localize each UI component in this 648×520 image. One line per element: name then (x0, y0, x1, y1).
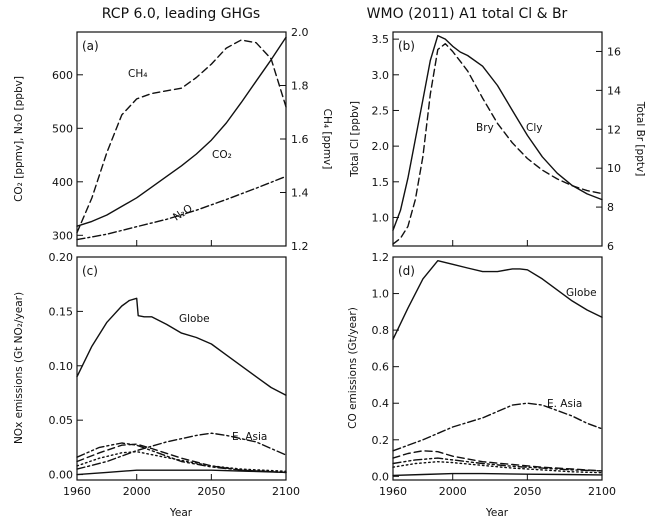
panel-d-x-axis-label: Year (485, 507, 509, 519)
panel-b-ytick-right-label: 10 (607, 162, 621, 175)
panel-c-y-axis-label: NOx emissions (Gt NO₂/year) (13, 292, 25, 444)
panel-c-xtick-label: 2100 (272, 485, 300, 498)
panel-a-line-co2 (77, 37, 286, 226)
panel-c-ytick-label: 0.15 (49, 305, 74, 318)
panel-a-ytick-label: 500 (52, 122, 73, 135)
annotation-co2: CO₂ (212, 149, 232, 161)
panel-a-line-ch4 (77, 40, 286, 233)
panel-d-ytick-label: 1.2 (372, 251, 390, 264)
panel-d-ytick-label: 0.8 (372, 324, 390, 337)
panel-c-line-series-3 (77, 444, 286, 472)
panel-b: (b) 1.0 1.5 2.0 2.5 3.0 3.5 6 8 10 12 14 16 Bry Cl… (349, 32, 646, 253)
panel-b-ytick-right-label: 12 (607, 123, 621, 136)
annotation-cly: Cly (526, 122, 542, 134)
panel-d-xtick-label: 2050 (513, 485, 541, 498)
panel-d-xtick-label: 1960 (379, 485, 407, 498)
panel-c-xtick-label: 1960 (63, 485, 91, 498)
panel-a-ytick-right-label: 1.4 (291, 187, 309, 200)
panel-c-y-ticks: 0.00 0.05 0.10 0.15 0.20 (49, 251, 84, 482)
panel-b-ytick-label: 1.5 (372, 176, 390, 189)
panel-d-ytick-label: 0.2 (372, 434, 390, 447)
annotation-east-asia-c: E. Asia (232, 431, 267, 443)
panel-b-line-bry (393, 44, 602, 244)
panel-b-y-ticks: 1.0 1.5 2.0 2.5 3.0 3.5 (372, 33, 400, 224)
panel-a-ytick-right-label: 1.6 (291, 133, 309, 146)
panel-a-label: (a) (82, 39, 99, 53)
annotation-bry: Bry (476, 122, 494, 134)
panel-c-label: (c) (82, 264, 98, 278)
panel-b-ytick-label: 2.0 (372, 140, 390, 153)
panel-c-ytick-label: 0.20 (49, 251, 74, 264)
panel-a: (a) 300 400 500 600 1.2 1.4 1.6 1.8 2.0 CH₄ CO₂… (13, 26, 333, 253)
panel-a-ytick-label: 400 (52, 176, 73, 189)
panel-d-ytick-label: 0.0 (372, 470, 390, 483)
panel-b-x-ticks (393, 240, 602, 246)
annotation-globe-d: Globe (566, 287, 597, 299)
panel-b-ytick-label: 1.0 (372, 211, 390, 224)
panel-d-ytick-label: 1.0 (372, 288, 390, 301)
panel-b-ytick-right-label: 8 (607, 201, 614, 214)
panel-a-y-axis-label: CO₂ [ppmv], N₂O [ppbv] (13, 76, 25, 202)
annotation-globe-c: Globe (179, 313, 210, 325)
panel-c-ytick-label: 0.00 (49, 469, 74, 482)
panel-c-ytick-label: 0.05 (49, 414, 74, 427)
panel-d-xtick-label: 2100 (588, 485, 616, 498)
panel-d-y-axis-label: CO emissions (Gt/year) (347, 307, 359, 429)
panel-c-frame (77, 257, 286, 480)
panel-d-line-series-5 (393, 462, 602, 473)
panel-b-ytick-right-label: 6 (607, 240, 614, 253)
panel-b-ytick-label: 3.5 (372, 33, 390, 46)
panel-d: (d) 0.0 0.2 0.4 0.6 0.8 1.0 1.2 1960 2000 2050 21… (347, 251, 616, 519)
panel-b-label: (b) (398, 39, 415, 53)
panel-b-ytick-label: 3.0 (372, 69, 390, 82)
panel-d-x-ticks: 1960 2000 2050 2100 (379, 474, 616, 498)
panel-d-xtick-label: 2000 (439, 485, 467, 498)
panel-a-x-ticks (77, 240, 286, 246)
panel-b-ytick-label: 2.5 (372, 104, 390, 117)
panel-d-line-series-3 (393, 451, 602, 471)
annotation-east-asia-d: E. Asia (547, 398, 582, 410)
panel-a-ytick-right-label: 1.2 (291, 240, 309, 253)
annotation-ch4: CH₄ (128, 68, 147, 80)
panel-d-label: (d) (398, 264, 415, 278)
panel-b-ytick-right-label: 16 (607, 45, 621, 58)
panel-c-line-series-4 (77, 443, 286, 472)
panel-d-line-e-asia (393, 403, 602, 451)
panel-a-y-ticks: 300 400 500 600 (52, 69, 83, 243)
panel-d-line-series-6 (393, 474, 602, 476)
panel-b-y-ticks-right: 6 8 10 12 14 16 (596, 45, 621, 253)
annotation-n2o: N₂O (171, 202, 195, 223)
panel-a-title: RCP 6.0, leading GHGs (102, 6, 260, 22)
panel-d-ytick-label: 0.4 (372, 397, 390, 410)
panel-b-ytick-right-label: 14 (607, 84, 621, 97)
panel-c-x-ticks: 1960 2000 2050 2100 (63, 474, 300, 498)
panel-a-ytick-label: 300 (52, 229, 73, 242)
panel-b-line-cly (393, 36, 602, 231)
panel-c-xtick-label: 2000 (123, 485, 151, 498)
panel-c-x-axis-label: Year (169, 507, 193, 519)
panel-d-y-ticks: 0.0 0.2 0.4 0.6 0.8 1.0 1.2 (372, 251, 400, 483)
panel-c-line-series-6 (77, 470, 286, 474)
panel-b-y-axis-label-right: Total Br [pptv] (634, 101, 646, 177)
panel-b-series (393, 36, 602, 245)
panel-a-ytick-right-label: 1.8 (291, 80, 309, 93)
panel-c-ytick-label: 0.10 (49, 360, 74, 373)
panel-a-ytick-right-label: 2.0 (291, 26, 309, 39)
panel-c-xtick-label: 2050 (197, 485, 225, 498)
panel-c: (c) 0.00 0.05 0.10 0.15 0.20 1960 2000 2050 210… (13, 251, 300, 519)
panel-b-y-axis-label: Total Cl [ppbv] (349, 101, 361, 178)
panel-b-title: WMO (2011) A1 total Cl & Br (367, 6, 568, 22)
panel-d-ytick-label: 0.6 (372, 361, 390, 374)
panel-a-y-ticks-right: 1.2 1.4 1.6 1.8 2.0 (280, 26, 309, 253)
panel-a-ytick-label: 600 (52, 69, 73, 82)
panel-d-line-globe (393, 261, 602, 340)
panel-a-y-axis-label-right: CH₄ [ppmv] (321, 109, 333, 170)
